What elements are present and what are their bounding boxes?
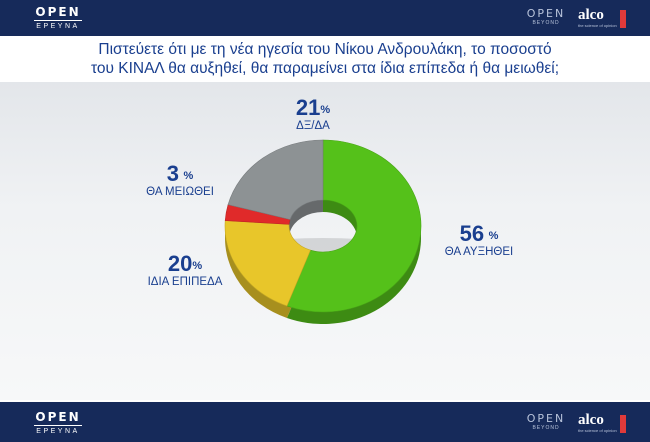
footer-brand-mark-icon (620, 415, 626, 433)
chart-title-line-2: του ΚΙΝΑΛ θα αυξηθεί, θα παραμείνει στα … (90, 60, 560, 77)
open-beyond-logo: OPEN BEYOND (522, 8, 570, 27)
alco-tagline: the science of opinion (578, 23, 617, 28)
chart-title-line-1: Πιστεύετε ότι με τη νέα ηγεσία του Νίκου… (98, 41, 552, 58)
alco-logo: alco the science of opinion (578, 8, 618, 29)
label-increase: 56 % ΘΑ ΑΥΞΗΘΕΙ (424, 222, 534, 259)
value-decrease: 3 (166, 161, 179, 186)
value-increase: 56 (459, 221, 485, 246)
footer-alco-logo: alco the science of opinion (578, 413, 618, 434)
footer-open-erevna-logo: OPEN ΕΡΕΥΝΑ (34, 411, 82, 436)
beyond-word: BEYOND (532, 20, 560, 26)
header-bar: OPEN ΕΡΕΥΝΑ OPEN BEYOND alco the science… (0, 0, 650, 36)
unit-increase: % (488, 230, 499, 242)
category-decrease: ΘΑ ΜΕΙΩΘΕΙ (146, 186, 214, 198)
category-increase: ΘΑ ΑΥΞΗΘΕΙ (444, 246, 514, 258)
open-logo-word: OPEN (35, 5, 81, 19)
brand-mark-icon (620, 10, 626, 28)
footer-erevna-logo-word: ΕΡΕΥΝΑ (34, 425, 82, 436)
chart-area: 21% ΔΞ/ΔΑ 3 % ΘΑ ΜΕΙΩΘΕΙ 20% ΙΔΙΑ ΕΠΙΠΕΔ… (0, 82, 650, 400)
open-beyond-word: OPEN (526, 7, 566, 20)
chart-title: Πιστεύετε ότι με τη νέα ηγεσία του Νίκου… (20, 40, 630, 78)
erevna-logo-word: ΕΡΕΥΝΑ (34, 20, 82, 31)
open-erevna-logo: OPEN ΕΡΕΥΝΑ (34, 6, 82, 31)
unit-decrease: % (183, 170, 194, 182)
alco-logo-word: alco (578, 7, 604, 23)
slice-increase (286, 139, 422, 313)
slice-no-opinion (227, 139, 324, 220)
donut-chart (224, 139, 422, 324)
footer-open-beyond-word: OPEN (526, 412, 566, 425)
unit-same: % (192, 260, 203, 272)
footer-bar: OPEN ΕΡΕΥΝΑ OPEN BEYOND alco the science… (0, 402, 650, 442)
slice-same (224, 220, 311, 307)
footer-open-logo-word: OPEN (35, 410, 81, 424)
category-same: ΙΔΙΑ ΕΠΙΠΕΔΑ (147, 276, 223, 288)
footer-alco-tagline: the science of opinion (578, 428, 617, 433)
category-no-opinion: ΔΞ/ΔΑ (296, 120, 330, 132)
unit-no-opinion: % (320, 104, 331, 116)
footer-open-beyond-logo: OPEN BEYOND (522, 413, 570, 432)
label-same: 20% ΙΔΙΑ ΕΠΙΠΕΔΑ (128, 252, 242, 289)
value-same: 20 (167, 251, 193, 276)
footer-alco-logo-word: alco (578, 412, 604, 428)
label-no-opinion: 21% ΔΞ/ΔΑ (278, 96, 348, 133)
footer-beyond-word: BEYOND (532, 425, 560, 431)
value-no-opinion: 21 (295, 95, 321, 120)
label-decrease: 3 % ΘΑ ΜΕΙΩΘΕΙ (128, 162, 232, 199)
